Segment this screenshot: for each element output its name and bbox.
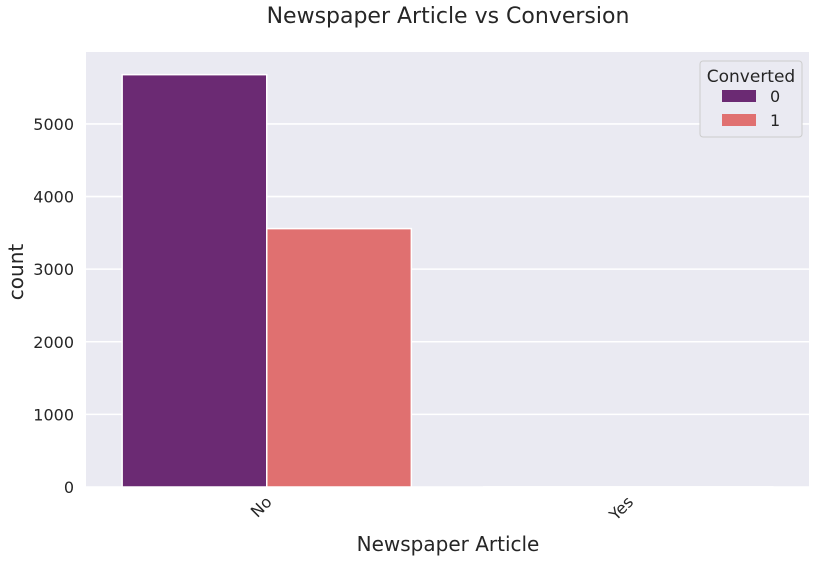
y-axis-label: count — [4, 244, 28, 301]
legend-swatch — [722, 114, 756, 126]
y-tick-label: 4000 — [33, 188, 74, 207]
legend-label: 1 — [770, 111, 780, 130]
legend-swatch — [722, 90, 756, 102]
y-tick-label: 1000 — [33, 405, 74, 424]
y-tick-labels: 0 1000 2000 3000 4000 5000 — [33, 115, 74, 497]
y-tick-label: 3000 — [33, 260, 74, 279]
y-tick-label: 0 — [64, 478, 74, 497]
y-tick-label: 2000 — [33, 333, 74, 352]
legend: Converted 01 — [699, 60, 803, 138]
bar-no-series-1 — [266, 227, 413, 488]
legend-label: 0 — [770, 87, 780, 106]
bar-no-series-0 — [121, 73, 268, 488]
legend-items: 01 — [722, 87, 780, 130]
x-axis-label: Newspaper Article — [357, 532, 540, 556]
y-tick-label: 5000 — [33, 115, 74, 134]
chart-title: Newspaper Article vs Conversion — [267, 4, 630, 29]
bars — [121, 73, 774, 488]
legend-title: Converted — [707, 67, 795, 87]
x-tick-label: No — [247, 492, 276, 521]
x-tick-label: Yes — [605, 492, 637, 524]
x-tick-labels: No Yes — [247, 492, 637, 524]
